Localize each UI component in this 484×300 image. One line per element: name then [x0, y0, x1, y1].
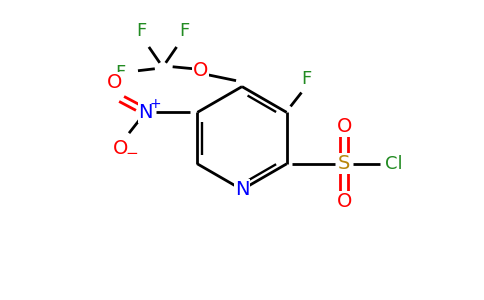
Text: −: −: [126, 146, 138, 161]
Text: N: N: [235, 180, 249, 199]
Text: F: F: [115, 64, 125, 82]
Text: O: O: [112, 139, 128, 158]
Text: O: O: [336, 117, 352, 136]
Text: F: F: [180, 22, 190, 40]
Text: F: F: [302, 70, 312, 88]
Text: O: O: [106, 73, 122, 92]
Text: Cl: Cl: [385, 155, 402, 173]
Text: S: S: [338, 154, 350, 173]
Text: N: N: [138, 103, 153, 122]
Text: O: O: [336, 192, 352, 211]
Text: F: F: [136, 22, 146, 40]
Text: O: O: [193, 61, 208, 80]
Text: +: +: [150, 98, 162, 111]
